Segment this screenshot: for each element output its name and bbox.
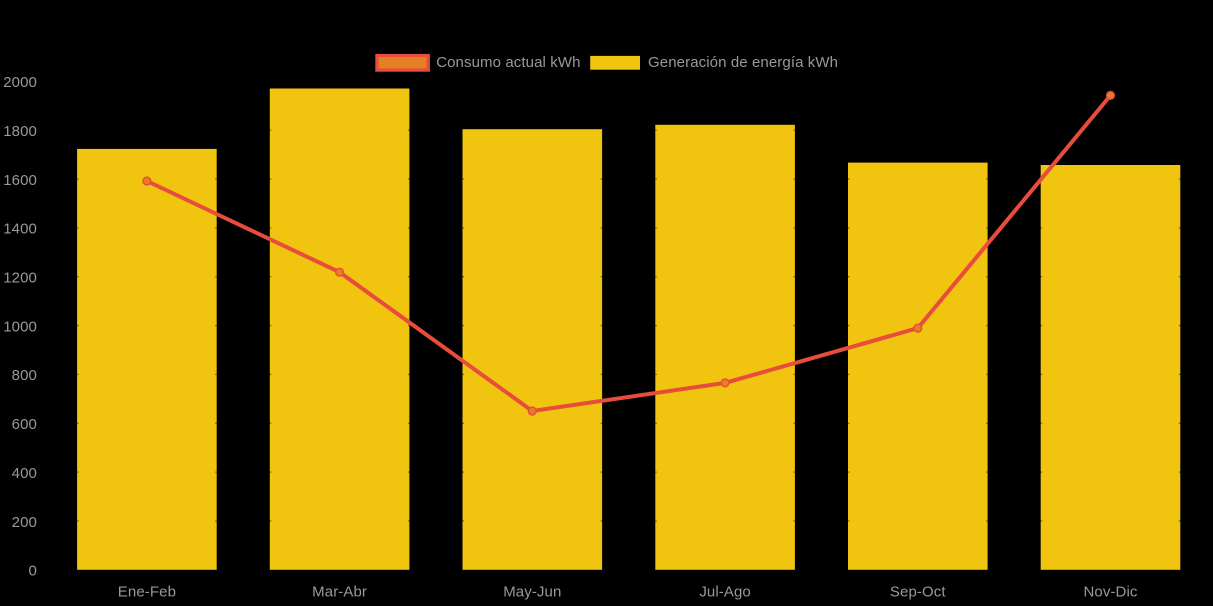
svg-text:0: 0 (29, 563, 37, 580)
svg-text:Mar-Abr: Mar-Abr (312, 584, 367, 601)
svg-text:400: 400 (12, 465, 37, 482)
svg-text:Generación de energía kWh: Generación de energía kWh (648, 54, 838, 71)
svg-text:1000: 1000 (3, 318, 37, 335)
svg-text:1200: 1200 (3, 270, 37, 287)
svg-text:Sep-Oct: Sep-Oct (890, 584, 946, 601)
svg-text:Nov-Dic: Nov-Dic (1083, 584, 1137, 601)
svg-text:Ene-Feb: Ene-Feb (118, 584, 176, 601)
svg-text:1600: 1600 (3, 172, 37, 189)
svg-text:Consumo actual kWh: Consumo actual kWh (436, 54, 580, 71)
svg-text:800: 800 (12, 367, 37, 384)
svg-text:1400: 1400 (3, 221, 37, 238)
svg-text:Jul-Ago: Jul-Ago (699, 584, 751, 601)
svg-text:1800: 1800 (3, 123, 37, 140)
svg-text:May-Jun: May-Jun (503, 584, 561, 601)
svg-text:600: 600 (12, 416, 37, 433)
svg-text:200: 200 (12, 514, 37, 531)
svg-text:2000: 2000 (3, 74, 37, 91)
